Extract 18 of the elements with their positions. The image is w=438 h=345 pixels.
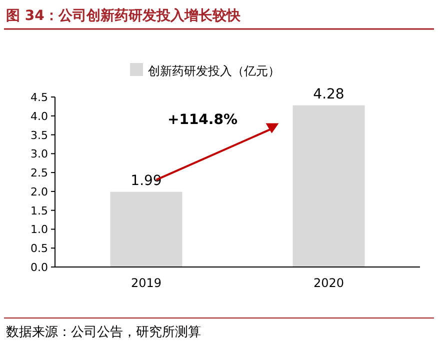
y-tick-label: 4.5 — [30, 91, 48, 104]
data-label: 1.99 — [130, 172, 162, 189]
y-tick-label: 3.5 — [30, 128, 48, 142]
legend-label: 创新药研发投入（亿元） — [148, 64, 280, 78]
y-tick-label: 0.0 — [30, 261, 48, 274]
y-tick-label: 2.0 — [30, 185, 48, 198]
source-note: 数据来源：公司公告，研究所测算 — [6, 325, 201, 340]
chart-title: 图 34：公司创新药研发投入增长较快 — [6, 7, 242, 24]
data-label: 4.28 — [313, 86, 344, 102]
annotation: +114.8% — [167, 112, 238, 128]
y-tick-label: 1.5 — [30, 204, 48, 218]
y-tick-label: 2.5 — [30, 166, 48, 180]
y-tick-label: 1.0 — [30, 223, 48, 236]
x-tick-label: 2019 — [130, 276, 162, 290]
x-tick-label: 2020 — [313, 276, 344, 290]
y-tick-label: 0.5 — [30, 242, 48, 256]
y-tick-label: 3.0 — [30, 148, 48, 161]
y-tick-label: 4.0 — [30, 110, 48, 123]
